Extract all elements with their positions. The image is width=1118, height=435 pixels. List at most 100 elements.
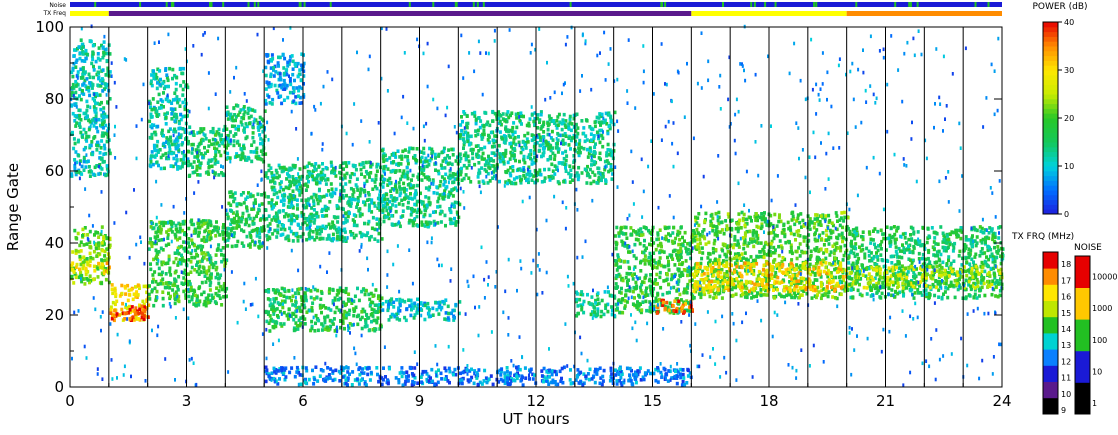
data-cell: [695, 227, 699, 232]
data-cell: [264, 171, 268, 175]
data-cell: [601, 144, 605, 149]
data-cell: [297, 318, 301, 323]
data-cell: [650, 243, 654, 247]
data-cell: [378, 226, 382, 230]
data-cell: [594, 298, 598, 303]
data-cell: [78, 267, 81, 272]
data-cell: [337, 291, 341, 295]
data-cell: [279, 233, 283, 237]
data-cell: [212, 263, 216, 267]
data-cell: [355, 314, 359, 319]
data-cell: [148, 135, 152, 140]
data-cell: [336, 234, 340, 239]
data-cell: [315, 295, 319, 300]
data-cell: [272, 205, 276, 209]
data-cell: [177, 121, 181, 126]
data-cell: [580, 307, 584, 312]
data-cell: [411, 185, 415, 190]
data-cell: [230, 218, 234, 222]
data-cell: [652, 258, 656, 263]
noise-bar-fill: [70, 2, 1002, 7]
data-cell: [419, 301, 423, 305]
data-cell: [217, 127, 221, 132]
data-cell: [509, 145, 513, 149]
data-cell: [287, 186, 291, 191]
data-cell: [487, 157, 491, 161]
data-cell: [242, 107, 246, 111]
data-cell: [186, 250, 190, 254]
data-cell: [90, 140, 94, 144]
data-cell: [273, 299, 276, 304]
data-cell: [161, 303, 165, 308]
data-cell: [84, 272, 88, 277]
data-cell: [279, 227, 283, 231]
data-cell: [71, 250, 75, 254]
data-cell: [562, 112, 566, 117]
data-cell: [577, 142, 581, 146]
data-cell: [185, 113, 189, 118]
data-cell: [363, 188, 366, 193]
data-cell: [302, 69, 306, 73]
data-cell: [511, 125, 515, 130]
data-cell: [281, 52, 285, 57]
data-cell: [507, 115, 511, 120]
data-cell: [159, 103, 163, 108]
data-cell: [167, 220, 171, 225]
data-cell: [460, 166, 463, 171]
data-cell: [128, 317, 132, 321]
data-cell: [156, 234, 160, 238]
data-cell: [247, 156, 251, 161]
data-cell: [198, 141, 202, 146]
data-cell: [179, 261, 183, 266]
data-cell: [594, 142, 597, 146]
data-cell: [575, 112, 579, 117]
data-cell: [519, 111, 523, 115]
data-cell: [665, 300, 669, 305]
data-cell: [192, 160, 196, 164]
data-cell: [289, 55, 293, 59]
data-cell: [638, 233, 642, 237]
data-cell: [679, 298, 683, 302]
data-cell: [205, 269, 209, 274]
data-cell: [320, 310, 323, 315]
data-cell: [80, 273, 84, 278]
data-cell: [688, 279, 692, 283]
data-cell: [286, 64, 290, 68]
data-cell: [756, 291, 759, 295]
data-cell: [91, 43, 95, 48]
data-cell: [368, 238, 372, 242]
data-cell: [482, 128, 486, 133]
data-cell: [105, 257, 109, 261]
data-cell: [113, 289, 117, 293]
data-cell: [638, 295, 642, 299]
data-cell: [154, 222, 158, 227]
data-cell: [182, 80, 186, 84]
data-cell: [363, 221, 366, 226]
data-cell: [368, 297, 372, 302]
data-cell: [195, 263, 198, 267]
data-cell: [615, 268, 619, 272]
data-cell: [300, 86, 304, 91]
data-cell: [316, 225, 319, 230]
data-cell: [645, 308, 649, 313]
data-cell: [538, 170, 542, 175]
data-cell: [85, 160, 89, 164]
data-cell: [649, 288, 653, 292]
data-cell: [460, 115, 463, 119]
data-cell: [247, 116, 251, 120]
data-cell: [174, 296, 178, 300]
data-cell: [227, 226, 230, 231]
data-cell: [222, 128, 226, 132]
txfreq-segment: [70, 11, 109, 16]
data-cell: [498, 119, 502, 124]
data-cell: [638, 276, 642, 280]
data-cell: [399, 215, 403, 219]
data-cell: [389, 302, 393, 306]
data-cell: [279, 293, 283, 297]
data-cell: [97, 241, 101, 245]
data-cell: [820, 288, 824, 293]
data-cell: [197, 234, 201, 238]
data-cell: [370, 307, 374, 312]
data-cell: [367, 197, 371, 202]
data-cell: [74, 150, 78, 154]
